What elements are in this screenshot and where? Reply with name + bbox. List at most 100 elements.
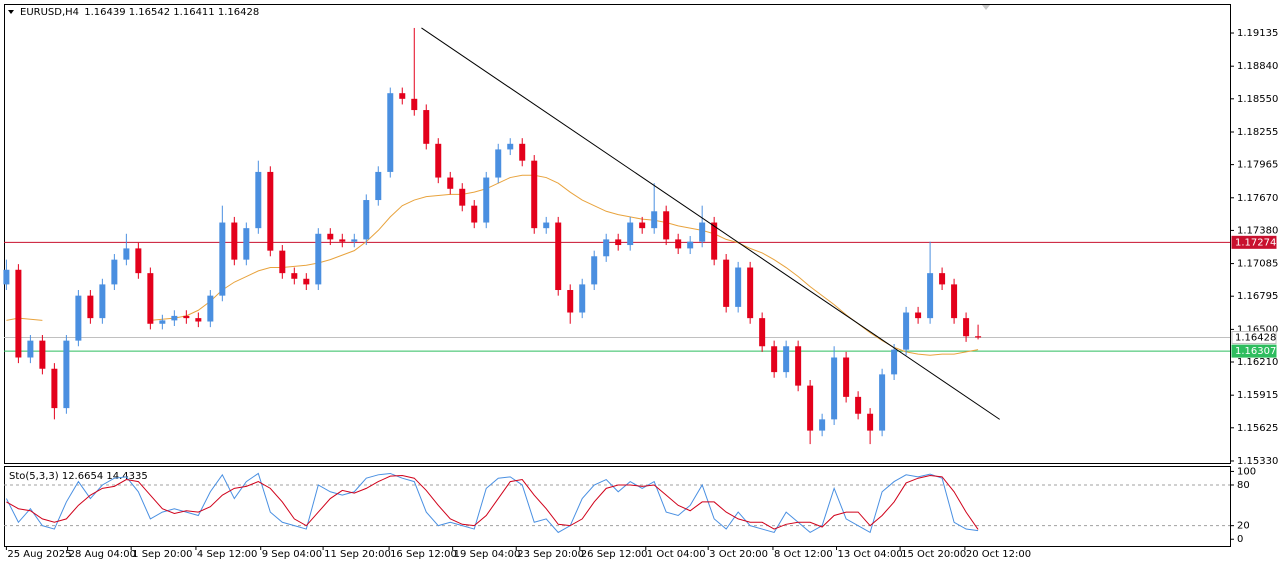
y-tick-label: 1.16210: [1237, 357, 1278, 368]
candle-body: [747, 267, 754, 319]
price-label: 1.17274: [1235, 237, 1276, 248]
candle-body: [339, 239, 346, 242]
x-tick-label: 20 Oct 12:00: [966, 549, 1031, 560]
low-price: 1.16411: [173, 7, 214, 18]
candle-body: [723, 259, 730, 307]
candle-body: [303, 278, 310, 285]
candle-body: [423, 110, 430, 144]
signal-value: 14.4335: [106, 471, 147, 482]
candle-body: [687, 241, 694, 249]
candle-body: [903, 312, 910, 350]
y-tick-label: 1.15330: [1237, 456, 1278, 467]
candle-body: [135, 248, 142, 274]
candle-body: [543, 222, 550, 229]
candle-body: [291, 273, 298, 279]
candle-body: [447, 177, 454, 189]
x-tick-label: 1 Oct 04:00: [647, 549, 706, 560]
candle-body: [975, 336, 982, 338]
y-tick-label: 0: [1237, 534, 1243, 545]
candle-body: [15, 269, 22, 358]
main-frame: [4, 4, 1231, 464]
candle-body: [159, 320, 166, 324]
candle-body: [195, 318, 202, 322]
candle-body: [207, 295, 214, 322]
candle-body: [495, 149, 502, 178]
candle-body: [663, 211, 670, 240]
oscillator-line: [5, 472, 979, 534]
candle-body: [387, 93, 394, 172]
x-tick-label: 8 Oct 12:00: [774, 549, 833, 560]
candle-body: [243, 228, 250, 260]
candle-body: [183, 315, 190, 319]
candle-body: [507, 143, 514, 150]
candle-body: [39, 340, 46, 369]
moving-average: [6, 317, 43, 321]
candle-body: [99, 284, 106, 319]
price-label-box: [1231, 344, 1277, 358]
candle-body: [795, 346, 802, 386]
candle-body: [843, 357, 850, 397]
menu-arrow[interactable]: [8, 10, 14, 14]
candle-body: [879, 374, 886, 431]
candle-body: [519, 143, 526, 161]
candle-body: [327, 233, 334, 240]
candle-body: [123, 248, 130, 260]
candle-body: [939, 273, 946, 285]
x-tick-label: 15 Oct 20:00: [901, 549, 966, 560]
close-price: 1.16428: [218, 7, 259, 18]
x-tick-label: 1 Sep 20:00: [132, 549, 192, 560]
candle-body: [891, 349, 898, 375]
candle-body: [87, 295, 94, 319]
symbol: EURUSD,H4: [20, 7, 79, 18]
candle-body: [63, 340, 70, 409]
candle-body: [3, 269, 10, 285]
candle-body: [951, 284, 958, 319]
candle-body: [459, 188, 466, 206]
y-tick-label: 1.17380: [1237, 225, 1278, 236]
x-tick-label: 9 Sep 04:00: [262, 549, 322, 560]
candle-body: [651, 211, 658, 229]
candle-body: [27, 340, 34, 358]
candle-body: [51, 368, 58, 409]
candle-body: [531, 160, 538, 229]
candle-body: [147, 273, 154, 324]
y-tick-label: 1.18255: [1237, 127, 1278, 138]
main-value: 12.6654: [62, 471, 103, 482]
candle-body: [483, 177, 490, 223]
y-tick-label: 100: [1237, 466, 1256, 477]
candle-body: [963, 318, 970, 337]
candle-body: [171, 315, 178, 321]
x-tick-label: 23 Sep 20:00: [517, 549, 584, 560]
candle-body: [111, 259, 118, 285]
candle-body: [363, 200, 370, 240]
candle-body: [555, 222, 562, 291]
y-tick-label: 1.17965: [1237, 160, 1278, 171]
oscillator-title: Sto(5,3,3): [9, 471, 59, 482]
candle-body: [219, 222, 226, 296]
candle-body: [915, 312, 922, 319]
candle-body: [831, 357, 838, 420]
oscillator-line: [6, 474, 979, 530]
y-tick-label: 20: [1237, 521, 1250, 532]
x-tick-label: 4 Sep 12:00: [197, 549, 257, 560]
candle-body: [267, 171, 274, 251]
x-tick-label: 28 Aug 04:00: [69, 549, 136, 560]
oscillator-header: Sto(5,3,3) 12.6654 14.4335: [9, 471, 148, 482]
candle-body: [735, 267, 742, 307]
candle-body: [351, 239, 358, 242]
candle-body: [867, 413, 874, 431]
candle-body: [231, 222, 238, 260]
x-tick-label: 26 Sep 12:00: [581, 549, 648, 560]
y-tick-label: 1.18550: [1237, 94, 1278, 105]
x-tick-label: 13 Oct 04:00: [838, 549, 903, 560]
x-tick-label: 3 Oct 20:00: [709, 549, 768, 560]
candle-body: [603, 239, 610, 257]
y-tick-label: 80: [1237, 480, 1250, 491]
candle-body: [807, 385, 814, 431]
open-price: 1.16439: [84, 7, 125, 18]
candle-body: [75, 295, 82, 341]
x-tick-label: 25 Aug 2025: [7, 549, 71, 560]
y-tick-label: 1.15915: [1237, 390, 1278, 401]
candle-body: [927, 273, 934, 319]
